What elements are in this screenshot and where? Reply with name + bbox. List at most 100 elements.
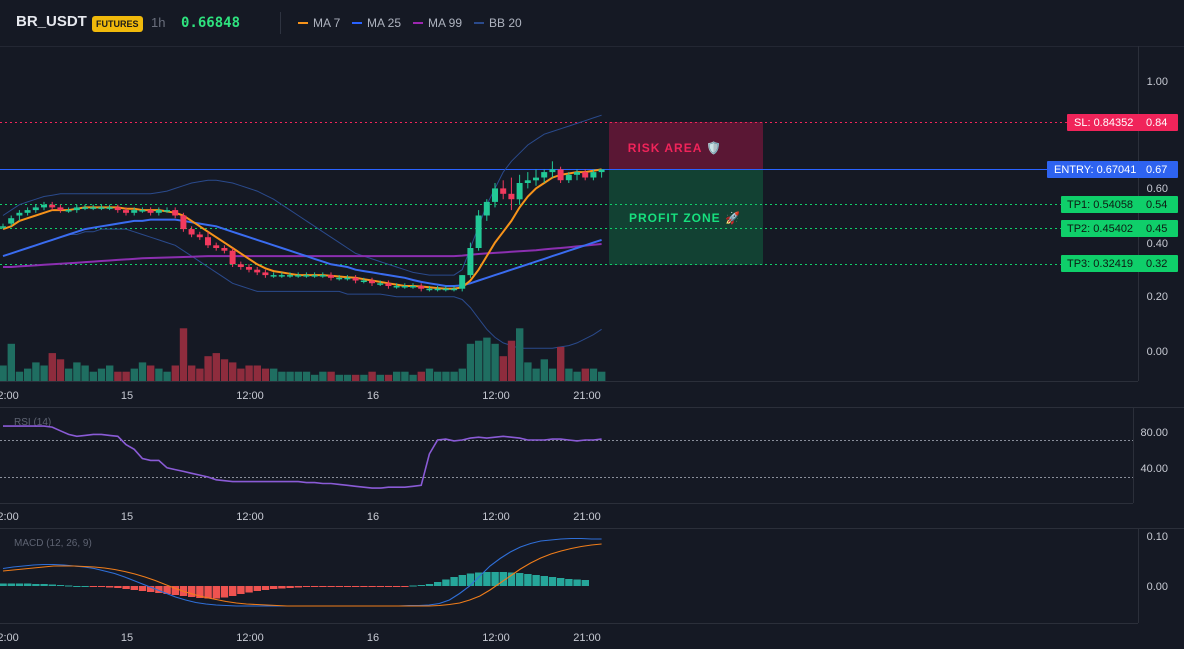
macd-hist-bar bbox=[138, 586, 147, 591]
macd-hist-bar bbox=[220, 586, 229, 598]
time-tick: 12:00 bbox=[482, 632, 510, 644]
macd-hist-bar bbox=[311, 586, 319, 587]
volume-bar bbox=[106, 365, 114, 381]
macd-hist-bar bbox=[0, 583, 7, 586]
volume-bar bbox=[516, 328, 524, 381]
time-tick: 16 bbox=[367, 390, 379, 402]
macd-histogram bbox=[0, 572, 589, 599]
volume-bar bbox=[40, 365, 48, 381]
volume-bar bbox=[466, 343, 475, 381]
candle-body bbox=[262, 272, 269, 276]
candle-body bbox=[139, 210, 146, 212]
candle-body bbox=[393, 286, 400, 288]
bb20-swatch bbox=[474, 22, 484, 24]
volume-bar bbox=[56, 359, 65, 381]
legend-ma99[interactable]: MA 99 bbox=[413, 16, 462, 30]
macd-hist-bar bbox=[253, 586, 261, 591]
legend-ma7[interactable]: MA 7 bbox=[298, 16, 340, 30]
macd-hist-bar bbox=[40, 584, 48, 586]
candle-body bbox=[549, 169, 556, 173]
time-tick: 15 bbox=[121, 511, 133, 523]
candle-body bbox=[492, 188, 498, 202]
legend-bb20[interactable]: BB 20 bbox=[474, 16, 522, 30]
macd-hist-bar bbox=[401, 586, 409, 587]
time-tick: 21:00 bbox=[573, 511, 601, 523]
candle-body bbox=[467, 248, 474, 276]
macd-hist-bar bbox=[425, 584, 434, 586]
macd-hist-bar bbox=[48, 584, 56, 586]
volume-bar bbox=[589, 368, 598, 381]
candle-body bbox=[24, 210, 31, 213]
macd-hist-bar bbox=[466, 573, 475, 586]
timeframe-label[interactable]: 1h bbox=[151, 15, 166, 30]
candle-body bbox=[377, 283, 384, 285]
volume-bar bbox=[401, 371, 409, 381]
candle-body bbox=[65, 210, 72, 212]
volume-bars bbox=[0, 328, 606, 381]
candle-body bbox=[500, 188, 507, 194]
macd-hist-bar bbox=[540, 576, 548, 586]
candle-body bbox=[73, 207, 80, 211]
volume-bar bbox=[311, 374, 319, 381]
candle-body bbox=[426, 288, 433, 291]
volume-bar bbox=[188, 365, 196, 381]
profit-zone-label: PROFIT ZONE 🚀 bbox=[629, 211, 741, 225]
ma25-line bbox=[2, 218, 602, 287]
candle-body bbox=[565, 174, 572, 181]
macd-line bbox=[2, 537, 602, 607]
candle-body bbox=[164, 210, 170, 212]
tp1-tag[interactable] bbox=[1061, 196, 1178, 213]
time-tick: 12:00 bbox=[0, 511, 19, 523]
volume-bar bbox=[294, 371, 302, 381]
symbol-name[interactable]: BR_USDT bbox=[16, 13, 87, 30]
candle-body bbox=[287, 275, 293, 277]
macd-hist-bar bbox=[532, 575, 540, 586]
volume-bar bbox=[557, 346, 565, 381]
legend-ma25[interactable]: MA 25 bbox=[352, 16, 401, 30]
legend-ma7-label: MA 7 bbox=[313, 16, 341, 30]
volume-bar bbox=[343, 374, 352, 381]
volume-bar bbox=[417, 371, 425, 381]
macd-hist-bar bbox=[270, 586, 278, 589]
axis-tick: 1.00 bbox=[1147, 76, 1168, 88]
macd-hist-bar bbox=[286, 586, 294, 588]
volume-bar bbox=[450, 371, 458, 381]
candle-body bbox=[311, 275, 318, 277]
rsi-axis-tick: 80.00 bbox=[1140, 427, 1168, 439]
ma99-line bbox=[3, 243, 602, 268]
time-tick: 15 bbox=[121, 632, 133, 644]
rsi-axis-tick: 40.00 bbox=[1140, 463, 1168, 475]
candle-body bbox=[8, 218, 15, 224]
candle-body bbox=[590, 172, 597, 178]
macd-hist-bar bbox=[7, 583, 15, 586]
macd-hist-bar bbox=[458, 575, 466, 586]
candle-body bbox=[598, 169, 605, 173]
volume-bar bbox=[0, 365, 7, 381]
entry-tag[interactable] bbox=[1047, 161, 1178, 178]
candle-body bbox=[32, 207, 39, 211]
volume-bar bbox=[7, 343, 15, 381]
entry-tag-value: 0.67 bbox=[1146, 164, 1167, 176]
macd-hist-bar bbox=[294, 586, 302, 588]
sl-tag[interactable] bbox=[1067, 114, 1178, 131]
macd-hist-bar bbox=[442, 579, 450, 586]
volume-bar bbox=[97, 368, 106, 381]
volume-bar bbox=[360, 374, 368, 381]
candle-body bbox=[418, 286, 425, 289]
candle-body bbox=[254, 269, 261, 273]
time-tick: 16 bbox=[367, 632, 379, 644]
last-price: 0.66848 bbox=[181, 15, 241, 31]
tp3-tag-label: TP3: 0.32419 bbox=[1067, 258, 1133, 270]
tp3-tag[interactable] bbox=[1061, 255, 1178, 272]
time-tick: 15 bbox=[121, 390, 133, 402]
signal-line bbox=[2, 543, 602, 607]
candle-body bbox=[106, 207, 113, 209]
macd-hist-bar bbox=[450, 577, 458, 586]
risk-zone-label: RISK AREA 🛡️ bbox=[628, 141, 722, 155]
tp2-tag[interactable] bbox=[1061, 220, 1178, 237]
volume-bar bbox=[253, 365, 261, 381]
volume-bar bbox=[483, 337, 491, 381]
volume-bar bbox=[352, 374, 360, 381]
